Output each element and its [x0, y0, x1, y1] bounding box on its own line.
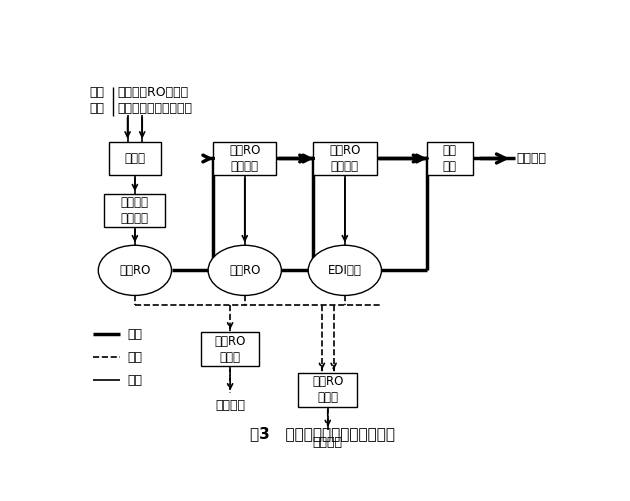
- Text: 浓水: 浓水: [127, 351, 142, 364]
- Text: 产水: 产水: [127, 328, 142, 341]
- Ellipse shape: [98, 245, 171, 296]
- Text: 来自二级RO浓水箱
和空调冷凝水回收装置: 来自二级RO浓水箱 和空调冷凝水回收装置: [118, 86, 193, 115]
- Text: 至电化学: 至电化学: [215, 399, 245, 412]
- Text: 二级RO
浓水箱: 二级RO 浓水箱: [312, 375, 343, 404]
- FancyBboxPatch shape: [299, 373, 357, 407]
- Text: 一级RO
中间水箱: 一级RO 中间水箱: [229, 144, 260, 173]
- Text: 二级RO: 二级RO: [229, 264, 260, 277]
- FancyBboxPatch shape: [105, 194, 166, 227]
- Text: 图3   制水车间节水方案工艺流程: 图3 制水车间节水方案工艺流程: [250, 426, 396, 441]
- Text: 一级RO
浓水箱: 一级RO 浓水箱: [214, 335, 246, 364]
- Text: 原水
进水: 原水 进水: [89, 86, 105, 115]
- Text: 至原水箱: 至原水箱: [312, 436, 343, 449]
- Text: 一级RO: 一级RO: [119, 264, 151, 277]
- FancyBboxPatch shape: [427, 141, 473, 175]
- Text: 原水箱: 原水箱: [124, 152, 146, 165]
- Ellipse shape: [308, 245, 381, 296]
- FancyBboxPatch shape: [109, 141, 161, 175]
- Text: 除盐
水箱: 除盐 水箱: [443, 144, 457, 173]
- Text: 至除氧器: 至除氧器: [516, 152, 546, 165]
- FancyBboxPatch shape: [201, 333, 260, 366]
- Text: EDI系统: EDI系统: [328, 264, 362, 277]
- FancyBboxPatch shape: [313, 141, 377, 175]
- Text: 原水预处
理过滤器: 原水预处 理过滤器: [121, 196, 149, 225]
- Ellipse shape: [208, 245, 282, 296]
- Text: 进水: 进水: [127, 374, 142, 387]
- FancyBboxPatch shape: [213, 141, 277, 175]
- Text: 二级RO
中间水箱: 二级RO 中间水箱: [329, 144, 360, 173]
